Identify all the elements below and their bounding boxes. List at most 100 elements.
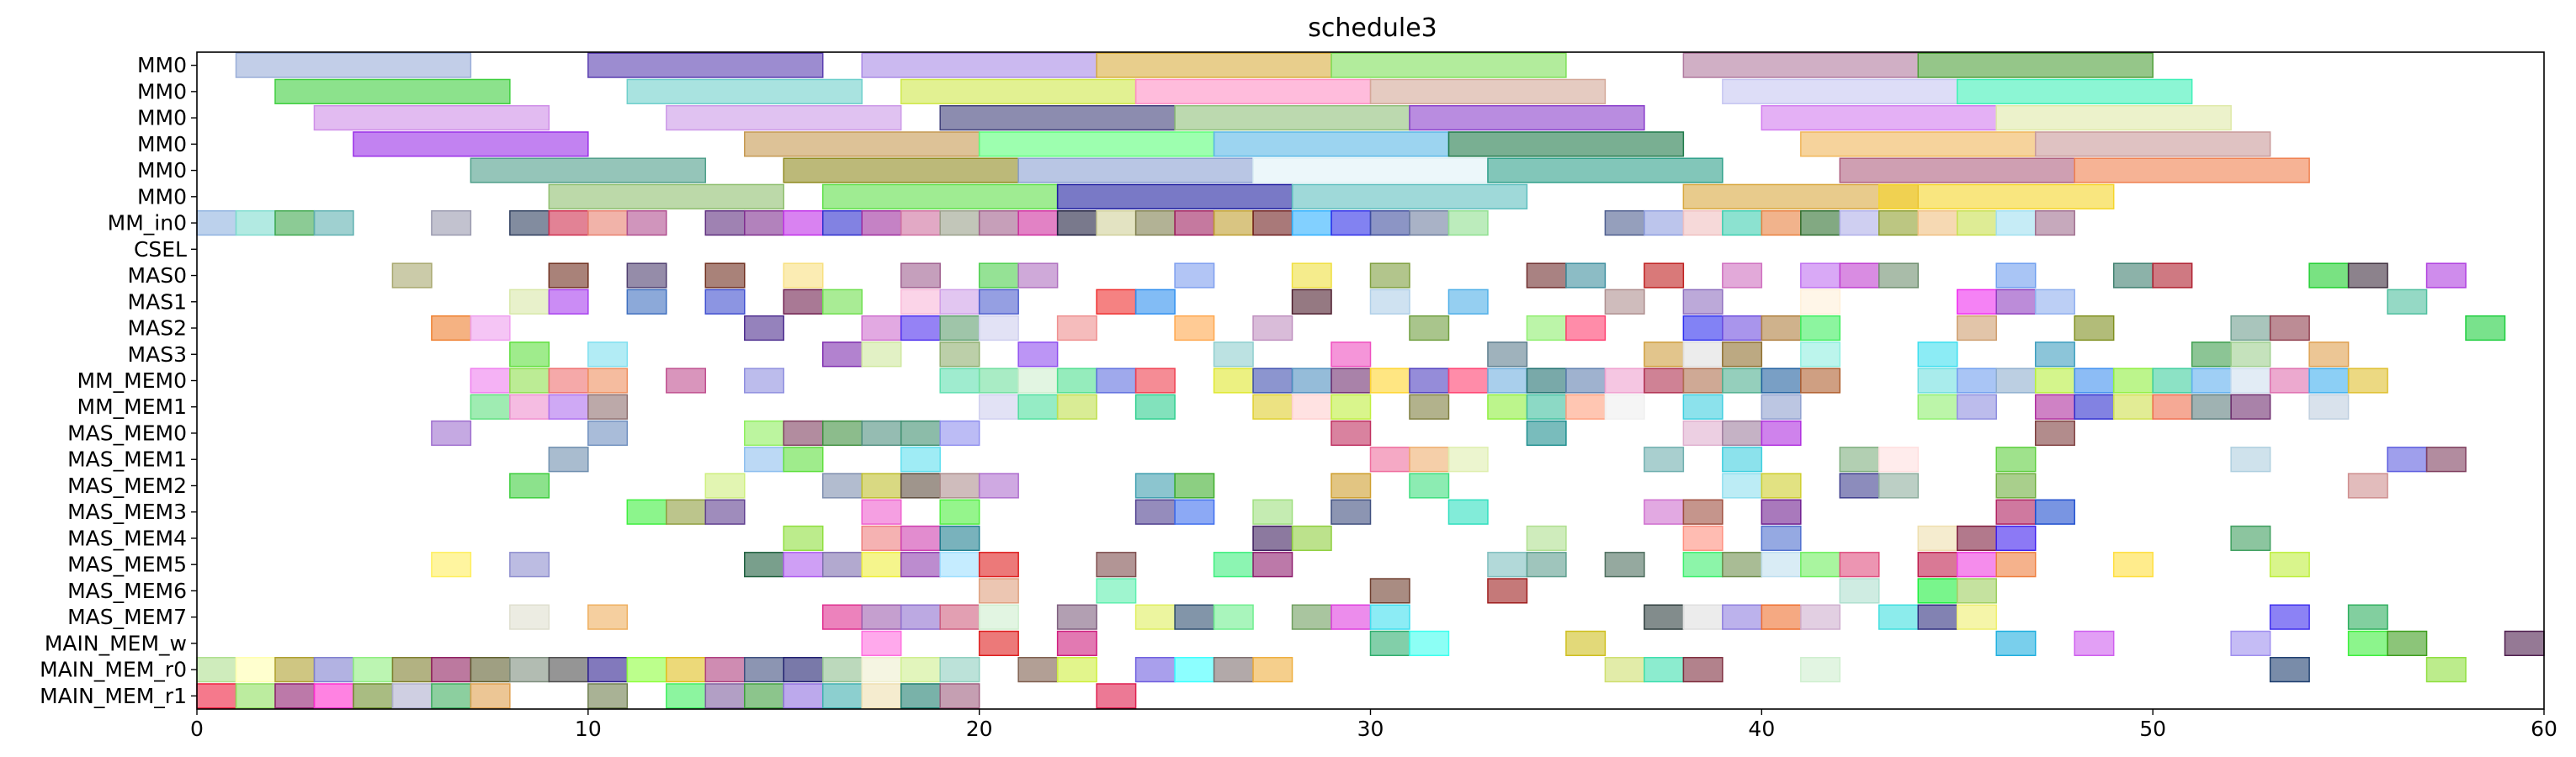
- task-bar: [821, 683, 863, 709]
- task-bar: [1644, 209, 1685, 236]
- task-bar: [783, 447, 824, 473]
- task-bar: [1682, 552, 1724, 578]
- task-bar: [1800, 209, 1841, 236]
- task-bar: [1252, 525, 1293, 552]
- task-bar: [2504, 630, 2545, 657]
- task-bar: [1056, 315, 1097, 341]
- task-bar: [704, 209, 746, 236]
- y-tick-label: MAS2: [128, 316, 187, 341]
- task-bar: [666, 683, 707, 709]
- task-bar: [1330, 368, 1372, 394]
- x-tick-label: 40: [1748, 717, 1775, 741]
- task-bar: [783, 525, 824, 552]
- task-bar: [900, 209, 941, 236]
- task-bar: [548, 209, 589, 236]
- y-tick-label: MM0: [137, 132, 187, 156]
- task-bar: [1604, 209, 1645, 236]
- task-bar: [509, 604, 550, 630]
- task-bar: [744, 683, 784, 709]
- task-bar: [978, 552, 1019, 578]
- task-bar: [1761, 552, 1802, 578]
- task-bar: [391, 657, 433, 683]
- task-bar: [1878, 604, 1920, 630]
- task-bar: [548, 394, 589, 420]
- task-bar: [1369, 262, 1410, 289]
- task-bar: [1330, 604, 1372, 630]
- task-bar: [1252, 394, 1293, 420]
- task-bar: [1957, 289, 1997, 315]
- task-bar: [783, 657, 824, 683]
- task-bar: [509, 473, 550, 499]
- task-bar: [2074, 368, 2115, 394]
- task-bar: [1291, 209, 1332, 236]
- task-bar: [1644, 447, 1685, 473]
- x-tick-label: 20: [966, 717, 993, 741]
- task-bar: [1447, 209, 1489, 236]
- task-bar: [1957, 315, 1997, 341]
- task-bar: [626, 499, 667, 525]
- task-bar: [2269, 552, 2310, 578]
- task-bar: [2230, 315, 2271, 341]
- task-bar: [431, 683, 472, 709]
- task-bar: [587, 341, 629, 368]
- task-bar: [1213, 341, 1254, 368]
- task-bar: [821, 209, 863, 236]
- task-bar: [900, 315, 941, 341]
- task-bar: [1761, 473, 1802, 499]
- task-bar: [1096, 52, 1332, 78]
- y-tick-label: MAS_MEM4: [67, 526, 187, 550]
- y-tick-label: MM_MEM1: [77, 394, 187, 419]
- task-bar: [1134, 657, 1176, 683]
- task-bar: [431, 315, 472, 341]
- task-bar: [1917, 368, 1958, 394]
- task-bar: [861, 604, 902, 630]
- task-bar: [821, 604, 863, 630]
- task-bar: [509, 394, 550, 420]
- task-bar: [861, 473, 902, 499]
- task-bar: [783, 420, 824, 447]
- task-bar: [1682, 499, 1724, 525]
- task-bar: [274, 657, 316, 683]
- task-bar: [900, 447, 941, 473]
- y-tick-label: MAS_MEM1: [67, 447, 187, 472]
- task-bar: [509, 341, 550, 368]
- task-bar: [1682, 315, 1724, 341]
- task-bar: [1174, 104, 1410, 131]
- task-bar: [1604, 368, 1645, 394]
- task-bar: [1330, 499, 1372, 525]
- task-bar: [2465, 315, 2506, 341]
- task-bar: [1957, 552, 1997, 578]
- task-bar: [1213, 657, 1254, 683]
- task-bar: [1447, 368, 1489, 394]
- task-bar: [1017, 157, 1254, 183]
- task-bar: [1761, 420, 1802, 447]
- task-bar: [2387, 289, 2428, 315]
- task-bar: [978, 368, 1019, 394]
- task-bar: [1682, 604, 1724, 630]
- task-bar: [1957, 525, 1997, 552]
- task-bar: [2269, 604, 2310, 630]
- task-bar: [1252, 209, 1293, 236]
- task-bar: [861, 341, 902, 368]
- task-bar: [1800, 341, 1841, 368]
- task-bar: [2034, 209, 2075, 236]
- task-bar: [978, 630, 1019, 657]
- task-bar: [1213, 368, 1254, 394]
- task-bar: [939, 604, 980, 630]
- y-tick-label: MM0: [137, 79, 187, 103]
- task-bar: [861, 683, 902, 709]
- task-bar: [821, 657, 863, 683]
- task-bar: [1096, 209, 1137, 236]
- task-bar: [1056, 394, 1097, 420]
- task-bar: [1682, 289, 1724, 315]
- task-bar: [1800, 262, 1841, 289]
- task-bar: [196, 683, 237, 709]
- task-bar: [744, 447, 784, 473]
- task-bar: [1369, 630, 1410, 657]
- task-bar: [1800, 131, 2037, 157]
- task-bar: [744, 420, 784, 447]
- task-bar: [509, 552, 550, 578]
- task-bar: [1056, 183, 1293, 209]
- task-bar: [2074, 394, 2115, 420]
